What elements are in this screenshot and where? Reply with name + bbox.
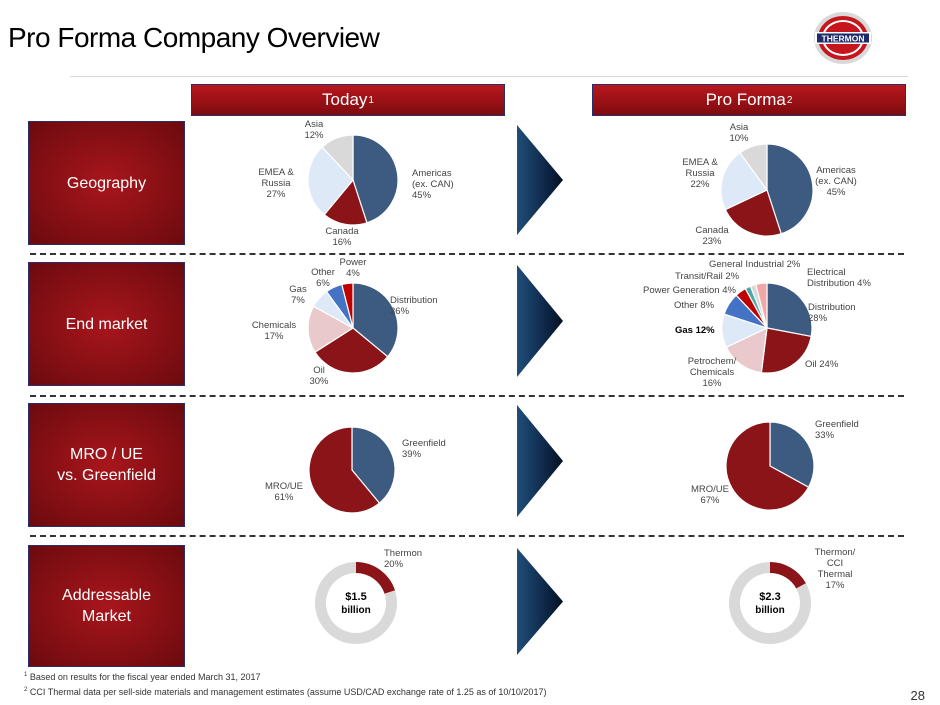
slice-label: MRO/UE 67% (691, 484, 729, 506)
slice-label: Greenfield 33% (815, 419, 859, 441)
row-addr-line1: Addressable (62, 587, 151, 604)
slice-label: Transit/Rail 2% (675, 271, 740, 282)
slice-label: Oil 24% (805, 359, 839, 370)
slice-emea-russia (720, 151, 768, 211)
footnote-2: 2 CCI Thermal data per sell-side materia… (24, 684, 546, 699)
slice-electrical-distribution (755, 282, 768, 329)
slice-greenfield (351, 426, 396, 504)
slice-canada (323, 178, 368, 226)
arrow-icon (517, 548, 563, 655)
slice-label: Canada 23% (695, 225, 729, 247)
slice-oil (314, 327, 389, 374)
end-today-chart: Distribution 36% Oil 30% Chemicals 17% Gas 7%Ot… (252, 257, 438, 387)
header-today-label: Today (322, 90, 368, 109)
row-mro-label: MRO / UE vs. Greenfield (57, 444, 156, 486)
arrow-icon (517, 125, 563, 235)
slice-distribution (352, 282, 399, 358)
slice-oil (760, 327, 812, 374)
addr-today-chart: Thermon 20% $1.5 billion (314, 548, 422, 644)
footnote-2-text: CCI Thermal data per sell-side materials… (29, 687, 547, 697)
slice-label: EMEA & Russia 27% (258, 167, 294, 200)
slice-label: Americas (ex. CAN) 45% (412, 168, 454, 201)
slice-label: Asia 10% (729, 122, 749, 144)
page-number: 28 (910, 688, 925, 703)
slice-label: Electrical Distribution 4% (807, 267, 871, 289)
end-pf-chart: Distribution 28% Oil 24% Petrochem/Chemical… (643, 259, 871, 389)
row-geography-label: Geography (66, 174, 147, 192)
footnote-2-mark: 2 (24, 687, 28, 693)
mro-today-chart: Greenfield 39% MRO/UE 61% (265, 426, 446, 514)
slice-label: Canada 16% (325, 226, 359, 248)
slice-label: Distribution 36% (390, 295, 438, 317)
slice-label: MRO/UE 61% (265, 481, 303, 503)
mro-pf-chart: Greenfield 33% MRO/UE 67% (691, 419, 859, 511)
row-mro-line2: vs. Greenfield (57, 467, 156, 484)
header-proforma: Pro Forma 2 (592, 84, 906, 116)
page-title: Pro Forma Company Overview (8, 22, 380, 53)
slice-greenfield (769, 421, 815, 489)
slice-asia (739, 143, 768, 192)
slice-label: Americas (ex. CAN) 45% (815, 165, 857, 198)
donut-center-label: $1.5 billion (341, 591, 370, 616)
row-addr-line2: Market (82, 608, 131, 625)
slice-emea-russia (307, 146, 354, 216)
slice-label: EMEA & Russia 22% (682, 157, 718, 190)
row-end-market-label: End market (65, 315, 148, 333)
slice-label: Thermon/CCI Thermal 17% (815, 547, 856, 591)
slice-label: Chemicals 17% (252, 320, 297, 342)
slice-label: Power Generation 4% (643, 285, 736, 296)
row-divider (30, 535, 904, 537)
row-addressable-label: Addressable Market (62, 585, 151, 627)
footnotes: 1 Based on results for the fiscal year e… (24, 669, 546, 699)
slice-label: Gas 7% (289, 284, 307, 306)
row-divider (30, 253, 904, 255)
slice-label: Petrochem/Chemicals 16% (688, 356, 737, 389)
geo-today-chart: Americas (ex. CAN) 45% Canada 16% EMEA & Russi… (258, 119, 453, 248)
slice-americas-ex-can (352, 134, 399, 224)
slice-canada (724, 189, 782, 237)
title-rule (70, 76, 908, 77)
footnote-1-mark: 1 (24, 672, 28, 678)
slice-americas-ex-can (766, 143, 814, 235)
header-proforma-label: Pro Forma (705, 90, 786, 109)
slice-label: Other 6% (311, 267, 335, 289)
row-divider (30, 395, 904, 397)
slice-label: Greenfield 39% (402, 438, 446, 460)
arrow-icon (517, 265, 563, 377)
row-mro-line1: MRO / UE (70, 446, 143, 463)
arrow-icon (517, 405, 563, 517)
donut-center-label: $2.3 billion (755, 591, 784, 616)
thermon-logo: THERMON (814, 12, 872, 64)
row-mro: MRO / UE vs. Greenfield (28, 403, 185, 527)
footnote-1: 1 Based on results for the fiscal year e… (24, 669, 546, 684)
geo-pf-chart: Americas (ex. CAN) 45% Canada 23% EMEA & Russi… (682, 122, 857, 247)
slice-petrochem-chemicals (725, 326, 768, 374)
slice-label: Oil 30% (309, 365, 329, 387)
row-end-market: End market (28, 262, 185, 386)
logo-text: THERMON (822, 34, 865, 44)
slice-asia (321, 134, 354, 182)
slice-label: Power 4% (340, 257, 367, 279)
slice-distribution (766, 282, 813, 338)
slice-thermon-cci-thermal (770, 562, 806, 589)
slice-label: General Industrial 2% (709, 259, 801, 270)
addr-pf-chart: Thermon/CCI Thermal 17% $2.3 billion (728, 547, 856, 644)
slice-mro-ue (725, 421, 810, 511)
slice-label: Asia 12% (304, 119, 324, 141)
header-today-sup: 1 (368, 94, 374, 106)
header-today: Today 1 (191, 84, 505, 116)
slice-label: Gas 12% (675, 325, 715, 336)
footnote-1-text: Based on results for the fiscal year end… (29, 672, 261, 682)
slice-label: Thermon 20% (384, 548, 422, 570)
slice-mro-ue (308, 426, 381, 514)
slice-power (341, 282, 354, 329)
row-addressable: Addressable Market (28, 545, 185, 667)
row-geography: Geography (28, 121, 185, 245)
slice-thermon (356, 562, 395, 594)
slice-label: Other 8% (674, 300, 715, 311)
slice-chemicals (307, 305, 355, 353)
header-proforma-sup: 2 (786, 94, 793, 106)
slice-label: Distribution 28% (808, 302, 856, 324)
